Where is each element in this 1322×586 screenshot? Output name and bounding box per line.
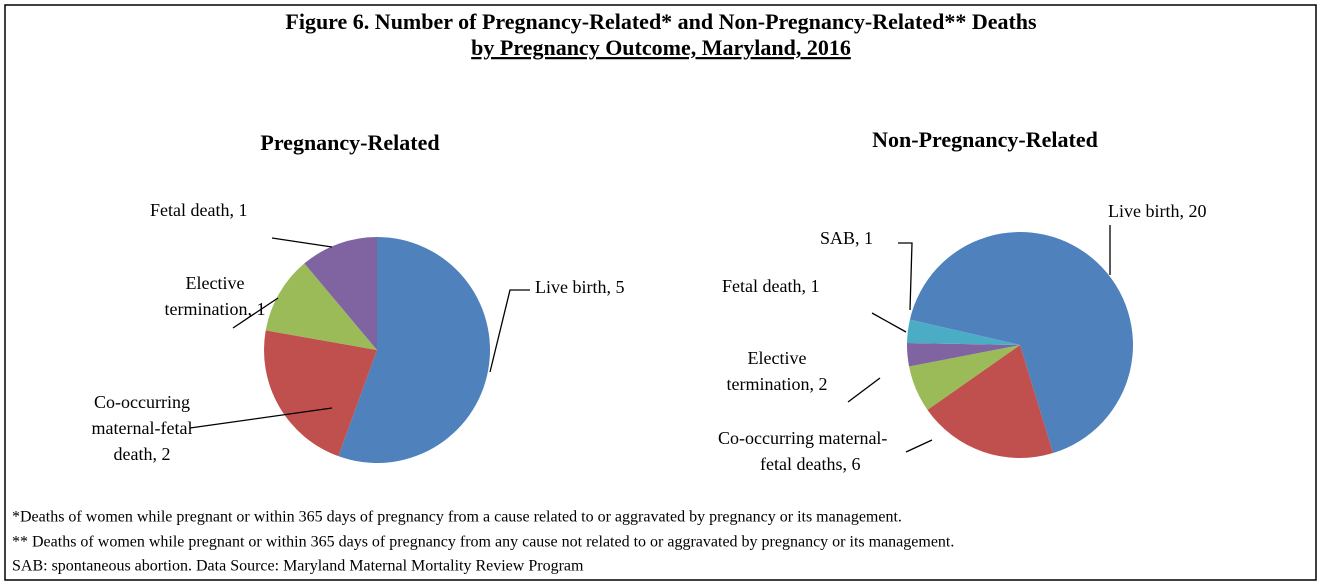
data-label: fetal deaths, 6 (760, 454, 860, 474)
data-label: SAB, 1 (820, 228, 873, 248)
data-label: Elective (186, 273, 245, 293)
data-label: Live birth, 20 (1108, 201, 1206, 221)
leader-line (271, 237, 333, 248)
chart-title: Non-Pregnancy-Related (872, 127, 1098, 152)
leader-line (871, 312, 907, 333)
pie-slice (907, 319, 1020, 345)
leader-line (898, 242, 913, 311)
pie-slice (927, 345, 1054, 458)
leader-line (905, 439, 933, 453)
footnote: *Deaths of women while pregnant or withi… (12, 509, 902, 526)
figure-title: by Pregnancy Outcome, Maryland, 2016 (471, 35, 851, 60)
data-label: death, 2 (114, 444, 171, 464)
figure-title: Figure 6. Number of Pregnancy-Related* a… (285, 9, 1037, 34)
leader-line (189, 407, 333, 429)
footnote: ** Deaths of women while pregnant or wit… (12, 534, 954, 551)
data-label: maternal-fetal (92, 418, 193, 438)
data-label: Live birth, 5 (535, 277, 624, 297)
pie-slice (909, 345, 1020, 410)
data-label: Co-occurring maternal- (718, 428, 887, 448)
data-label: Fetal death, 1 (150, 200, 247, 220)
data-label: termination, 2 (727, 374, 828, 394)
pie-slice (264, 330, 377, 457)
leaders (189, 225, 1111, 453)
data-label: Fetal death, 1 (722, 276, 819, 296)
pie-slice (265, 263, 377, 350)
pie-slice (906, 343, 1020, 367)
leader-line (847, 377, 881, 403)
data-label: Co-occurring (94, 392, 190, 412)
leader-line (489, 289, 530, 373)
leader-line (232, 297, 279, 329)
data-label: Elective (748, 348, 807, 368)
data-label: termination, 1 (165, 299, 266, 319)
chart-title: Pregnancy-Related (260, 130, 439, 155)
pie-slice (338, 237, 490, 463)
pie-slice (909, 232, 1133, 454)
footnote: SAB: spontaneous abortion. Data Source: … (12, 558, 584, 575)
pie-slice (304, 237, 377, 350)
